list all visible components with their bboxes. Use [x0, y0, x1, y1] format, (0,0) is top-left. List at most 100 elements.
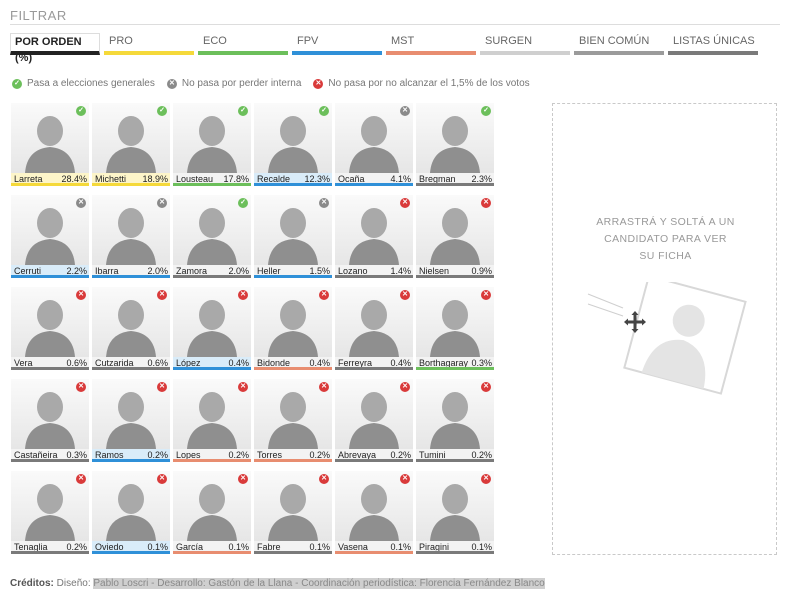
x-gray-icon: ✕	[319, 198, 329, 208]
candidate-photo	[173, 379, 251, 449]
candidate-photo	[92, 195, 170, 265]
candidate-card[interactable]: ✕ Castañeira 0.3%	[11, 379, 89, 462]
candidate-label: Piragini 0.1%	[416, 541, 494, 554]
tab-mst[interactable]: MST	[386, 33, 476, 55]
candidate-card[interactable]: ✕ Ramos 0.2%	[92, 379, 170, 462]
candidate-card[interactable]: ✕ Nielsen 0.9%	[416, 195, 494, 278]
candidate-percentage: 1.4%	[390, 266, 411, 276]
candidate-name: Cerruti	[14, 266, 42, 276]
candidate-photo	[254, 103, 332, 173]
candidate-card[interactable]: ✕ Lozano 1.4%	[335, 195, 413, 278]
tab-por-orden[interactable]: POR ORDEN (%)	[10, 33, 100, 64]
candidate-card[interactable]: ✓ Recalde 12.3%	[254, 103, 332, 186]
x-red-icon: ✕	[319, 474, 329, 484]
candidate-card[interactable]: ✕ Cerruti 2.2%	[11, 195, 89, 278]
candidate-photo	[335, 379, 413, 449]
candidate-card[interactable]: ✕ Abrevaya 0.2%	[335, 379, 413, 462]
legend-text: Pasa a elecciones generales	[27, 78, 155, 89]
candidate-label: Bregman 2.3%	[416, 173, 494, 186]
candidate-photo	[335, 287, 413, 357]
candidate-photo	[416, 287, 494, 357]
tab-bien-com-n[interactable]: BIEN COMÚN	[574, 33, 664, 55]
candidate-card[interactable]: ✕ Bidonde 0.4%	[254, 287, 332, 370]
candidate-card[interactable]: ✕ Ferreyra 0.4%	[335, 287, 413, 370]
party-color-bar	[173, 275, 251, 278]
drop-zone-instructions: ARRASTRÁ Y SOLTÁ A UN CANDIDATO PARA VER…	[588, 214, 743, 265]
tab-eco[interactable]: ECO	[198, 33, 288, 55]
candidate-card[interactable]: ✕ López 0.4%	[173, 287, 251, 370]
candidate-card[interactable]: ✓ Zamora 2.0%	[173, 195, 251, 278]
x-gray-icon: ✕	[166, 78, 177, 89]
candidate-photo	[416, 471, 494, 541]
candidate-card[interactable]: ✕ Torres 0.2%	[254, 379, 332, 462]
tab-pro[interactable]: PRO	[104, 33, 194, 55]
candidate-photo	[92, 287, 170, 357]
candidate-percentage: 1.5%	[309, 266, 330, 276]
candidate-name: Torres	[257, 450, 283, 460]
candidate-percentage: 0.6%	[147, 358, 168, 368]
candidate-card[interactable]: ✕ Piragini 0.1%	[416, 471, 494, 554]
candidate-label: Tumini 0.2%	[416, 449, 494, 462]
candidate-card[interactable]: ✕ Fabre 0.1%	[254, 471, 332, 554]
candidate-percentage: 17.8%	[223, 174, 249, 184]
tab-fpv[interactable]: FPV	[292, 33, 382, 55]
candidate-drop-zone[interactable]: ARRASTRÁ Y SOLTÁ A UN CANDIDATO PARA VER…	[552, 103, 777, 555]
candidate-card[interactable]: ✕ Ibarra 2.0%	[92, 195, 170, 278]
candidate-card[interactable]: ✕ Oviedo 0.1%	[92, 471, 170, 554]
drag-lines	[587, 293, 624, 317]
tab-surgen[interactable]: SURGEN	[480, 33, 570, 55]
candidate-card[interactable]: ✓ Bregman 2.3%	[416, 103, 494, 186]
party-color-bar	[92, 551, 170, 554]
candidate-label: Castañeira 0.3%	[11, 449, 89, 462]
party-color-bar	[416, 459, 494, 462]
legend-text: No pasa por no alcanzar el 1,5% de los v…	[328, 78, 530, 89]
candidate-name: Larreta	[14, 174, 43, 184]
candidate-label: Michetti 18.9%	[92, 173, 170, 186]
candidate-percentage: 0.1%	[147, 542, 168, 552]
candidate-label: Zamora 2.0%	[173, 265, 251, 278]
candidate-percentage: 28.4%	[61, 174, 87, 184]
candidate-card[interactable]: ✕ García 0.1%	[173, 471, 251, 554]
candidate-card[interactable]: ✓ Michetti 18.9%	[92, 103, 170, 186]
candidate-card[interactable]: ✕ Vera 0.6%	[11, 287, 89, 370]
candidate-label: Lopes 0.2%	[173, 449, 251, 462]
candidate-card[interactable]: ✓ Lousteau 17.8%	[173, 103, 251, 186]
tab-listas-nicas[interactable]: LISTAS ÚNICAS	[668, 33, 758, 55]
candidate-card[interactable]: ✕ Tenaglia 0.2%	[11, 471, 89, 554]
candidate-card[interactable]: ✕ Cutzarida 0.6%	[92, 287, 170, 370]
candidate-photo	[254, 379, 332, 449]
candidate-photo	[11, 287, 89, 357]
candidate-percentage: 0.2%	[147, 450, 168, 460]
credits-label: Créditos:	[10, 578, 54, 589]
credits-prefix: Diseño:	[53, 578, 94, 589]
x-red-icon: ✕	[238, 382, 248, 392]
party-color-bar	[335, 367, 413, 370]
candidate-percentage: 0.1%	[228, 542, 249, 552]
candidate-photo	[173, 103, 251, 173]
candidate-name: Nielsen	[419, 266, 450, 276]
candidate-card[interactable]: ✕ Borthagaray 0.3%	[416, 287, 494, 370]
candidate-photo	[335, 103, 413, 173]
candidate-name: Zamora	[176, 266, 208, 276]
x-gray-icon: ✕	[157, 198, 167, 208]
candidate-card[interactable]: ✓ Larreta 28.4%	[11, 103, 89, 186]
candidate-label: Ibarra 2.0%	[92, 265, 170, 278]
candidate-name: Oviedo	[95, 542, 124, 552]
drop-line: CANDIDATO PARA VER	[604, 233, 727, 245]
x-red-icon: ✕	[481, 382, 491, 392]
candidate-card[interactable]: ✕ Heller 1.5%	[254, 195, 332, 278]
check-icon: ✓	[238, 198, 248, 208]
candidate-percentage: 0.2%	[66, 542, 87, 552]
candidate-percentage: 2.0%	[228, 266, 249, 276]
candidate-name: García	[176, 542, 204, 552]
candidate-photo	[335, 471, 413, 541]
candidate-grid: ✓ Larreta 28.4% ✓ Michetti 18.9% ✓ Lousteau 17.8…	[11, 103, 497, 554]
candidate-card[interactable]: ✕ Lopes 0.2%	[173, 379, 251, 462]
candidate-percentage: 0.2%	[228, 450, 249, 460]
candidate-card[interactable]: ✕ Vasena 0.1%	[335, 471, 413, 554]
candidate-name: Heller	[257, 266, 281, 276]
candidate-card[interactable]: ✕ Tumini 0.2%	[416, 379, 494, 462]
candidate-card[interactable]: ✕ Ocaña 4.1%	[335, 103, 413, 186]
candidate-percentage: 0.3%	[66, 450, 87, 460]
x-red-icon: ✕	[400, 290, 410, 300]
